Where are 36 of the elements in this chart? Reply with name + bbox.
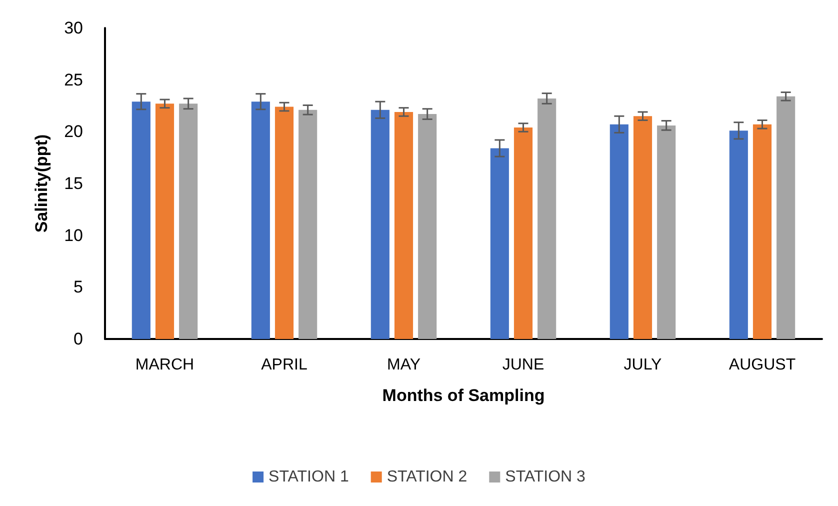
y-tick-label: 10 [64,226,83,245]
bar [132,102,150,339]
bar [418,114,437,339]
x-tick-label: APRIL [261,356,308,374]
y-tick-label: 25 [64,70,83,90]
bar [179,104,198,339]
y-axis-title: Salinity(ppt) [32,134,51,233]
y-tick-label: 5 [74,278,83,297]
bar [298,110,318,339]
bar [610,124,628,339]
bar [394,112,414,339]
x-tick-label: JUNE [502,356,544,374]
x-tick-label: MAY [387,356,421,374]
y-tick-label: 20 [64,122,83,142]
bar [776,96,796,339]
y-tick-label: 30 [64,18,83,38]
x-tick-label: MARCH [135,356,194,374]
bar [729,130,748,339]
x-tick-label: JULY [624,356,662,374]
legend-label: STATION 3 [505,468,586,486]
y-tick-label: 0 [74,330,83,348]
x-tick-label: AUGUST [728,356,796,374]
bar [538,98,556,339]
bar [633,116,652,339]
bar [490,148,509,339]
y-tick-label: 15 [64,174,83,193]
bar [752,124,772,339]
bar [514,128,533,339]
bar [155,104,174,339]
legend-label: STATION 2 [386,468,468,486]
bar [370,110,390,339]
bar [657,125,676,339]
x-axis-title: Months of Sampling [382,386,545,405]
bar [274,106,294,339]
bar [251,102,270,339]
legend-label: STATION 1 [268,468,349,486]
